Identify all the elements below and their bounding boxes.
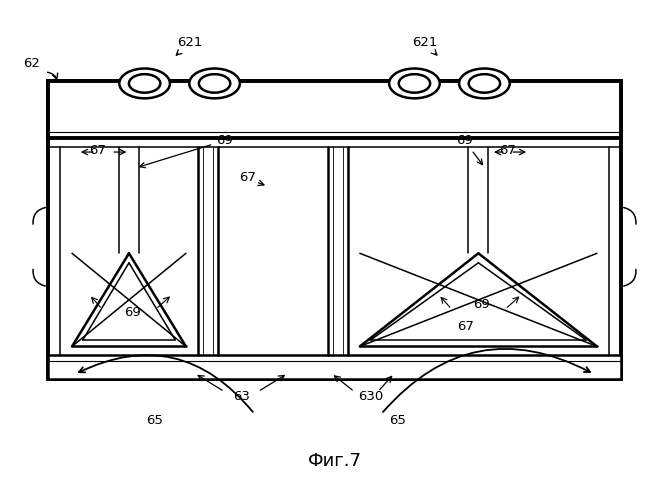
- Text: 65: 65: [147, 414, 163, 426]
- Ellipse shape: [389, 68, 440, 98]
- Bar: [48, 81, 621, 380]
- Text: 630: 630: [359, 390, 384, 403]
- Ellipse shape: [199, 74, 230, 92]
- Ellipse shape: [469, 74, 500, 92]
- Text: 621: 621: [177, 36, 203, 55]
- Ellipse shape: [189, 68, 240, 98]
- Text: 67: 67: [240, 172, 256, 184]
- Ellipse shape: [399, 74, 430, 92]
- Text: 67: 67: [457, 320, 474, 334]
- Ellipse shape: [119, 68, 170, 98]
- Text: 63: 63: [233, 390, 250, 403]
- Ellipse shape: [129, 74, 161, 92]
- Text: 65: 65: [389, 414, 406, 426]
- Text: 69: 69: [456, 134, 482, 164]
- Bar: [48, 356, 621, 380]
- Text: 69: 69: [124, 306, 140, 319]
- Ellipse shape: [459, 68, 510, 98]
- Text: 69: 69: [140, 134, 233, 168]
- Text: 67: 67: [90, 144, 106, 157]
- Text: 621: 621: [411, 36, 437, 55]
- Text: 62: 62: [23, 57, 40, 70]
- Text: 67: 67: [499, 144, 516, 157]
- Bar: [48, 81, 621, 138]
- Text: Фиг.7: Фиг.7: [308, 452, 361, 470]
- Text: 69: 69: [474, 298, 490, 311]
